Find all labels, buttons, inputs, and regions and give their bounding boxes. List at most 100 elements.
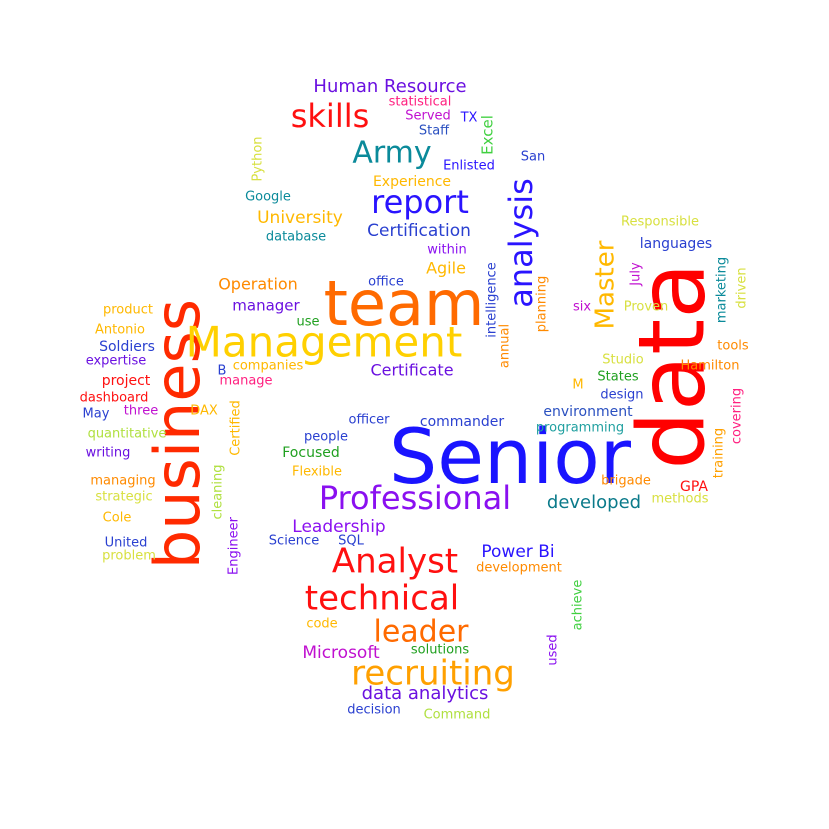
- word-dax: DAX: [190, 404, 218, 419]
- word-microsoft: Microsoft: [302, 643, 380, 663]
- word-focused: Focused: [282, 445, 339, 461]
- word-leader: leader: [373, 615, 469, 650]
- word-proven: Proven: [624, 300, 669, 315]
- word-cleaning: cleaning: [211, 464, 226, 519]
- word-six: six: [573, 300, 591, 315]
- word-python: Python: [251, 136, 266, 181]
- word-excel: Excel: [479, 115, 497, 155]
- word-certificate: Certificate: [370, 361, 453, 380]
- word-leadership: Leadership: [292, 517, 385, 537]
- word-training: training: [712, 428, 727, 478]
- word-product: product: [103, 303, 153, 318]
- word-command: Command: [424, 708, 491, 723]
- word-agile: Agile: [426, 259, 466, 278]
- word-dashboard: dashboard: [80, 391, 149, 406]
- word-use: use: [296, 315, 319, 330]
- word-master: Master: [591, 240, 621, 329]
- word-decision: decision: [347, 703, 401, 718]
- word-responsible: Responsible: [621, 215, 699, 230]
- word-professional: Professional: [319, 479, 511, 517]
- word-antonio: Antonio: [95, 323, 145, 338]
- word-operation: Operation: [218, 275, 298, 294]
- word-developed: developed: [547, 492, 641, 513]
- word-data: data: [618, 262, 725, 469]
- word-b: B: [218, 364, 227, 379]
- word-google: Google: [245, 190, 291, 205]
- word-report: report: [371, 183, 469, 221]
- word-code: code: [306, 617, 337, 632]
- word-achieve: achieve: [571, 580, 586, 631]
- word-recruiting: recruiting: [351, 654, 515, 694]
- word-three: three: [124, 404, 158, 419]
- word-quantitative: quantitative: [88, 427, 167, 442]
- word-project: project: [102, 373, 151, 389]
- word-certified: Certified: [229, 400, 244, 456]
- word-used: used: [546, 634, 561, 665]
- word-manager: manager: [232, 297, 300, 315]
- word-gpa: GPA: [680, 479, 708, 495]
- word-statistical: statistical: [389, 95, 452, 110]
- word-university: University: [257, 208, 343, 228]
- word-cole: Cole: [103, 511, 132, 526]
- word-united: United: [105, 536, 148, 551]
- word-design: design: [600, 388, 643, 403]
- word-may: May: [83, 407, 110, 422]
- word-science: Science: [269, 534, 319, 549]
- word-enlisted: Enlisted: [443, 159, 495, 174]
- word-marketing: marketing: [715, 257, 730, 323]
- word-development: development: [476, 561, 562, 576]
- word-m: M: [572, 378, 583, 393]
- word-problem: problem: [102, 549, 156, 564]
- word-army: Army: [352, 136, 431, 171]
- word-skills: skills: [291, 97, 370, 135]
- word-sql: SQL: [338, 534, 364, 549]
- word-senior: Senior: [389, 412, 632, 501]
- word-solutions: solutions: [411, 643, 469, 658]
- word-experience: Experience: [373, 174, 451, 190]
- word-staff: Staff: [419, 124, 450, 139]
- word-tools: tools: [717, 339, 749, 354]
- word-office: office: [368, 275, 404, 290]
- word-managing: managing: [90, 474, 155, 489]
- word-states: States: [597, 370, 638, 385]
- word-officer: officer: [348, 413, 390, 428]
- word-covering: covering: [730, 388, 745, 444]
- word-soldiers: Soldiers: [99, 339, 155, 355]
- word-strategic: strategic: [95, 490, 152, 505]
- word-human-resource: Human Resource: [313, 76, 466, 97]
- word-environment: environment: [543, 404, 633, 420]
- word-studio: Studio: [602, 353, 643, 368]
- word-expertise: expertise: [86, 354, 147, 369]
- word-analysis: analysis: [502, 178, 540, 308]
- word-driven: driven: [735, 267, 750, 308]
- word-san: San: [521, 150, 545, 165]
- word-intelligence: intelligence: [485, 262, 500, 337]
- word-team: team: [324, 267, 485, 340]
- word-flexible: Flexible: [292, 465, 342, 480]
- word-certification: Certification: [367, 221, 471, 241]
- word-july: July: [629, 262, 644, 287]
- word-management: Management: [186, 318, 463, 367]
- word-tx: TX: [460, 111, 478, 126]
- word-database: database: [266, 230, 326, 245]
- word-brigade: brigade: [601, 474, 651, 489]
- word-annual: annual: [498, 324, 513, 368]
- word-within: within: [427, 243, 466, 258]
- word-manage: manage: [219, 374, 272, 389]
- word-analyst: Analyst: [332, 542, 458, 582]
- word-power-bi: Power Bi: [481, 542, 554, 562]
- word-served: Served: [405, 109, 451, 124]
- word-technical: technical: [305, 579, 459, 619]
- word-commander: commander: [420, 414, 504, 430]
- word-people: people: [304, 430, 348, 445]
- word-languages: languages: [640, 236, 712, 252]
- word-engineer: Engineer: [227, 516, 242, 575]
- word-writing: writing: [86, 446, 131, 461]
- word-hamilton: Hamilton: [681, 359, 740, 374]
- word-methods: methods: [652, 492, 709, 507]
- word-programming: programming: [536, 421, 624, 436]
- word-companies: companies: [233, 359, 304, 374]
